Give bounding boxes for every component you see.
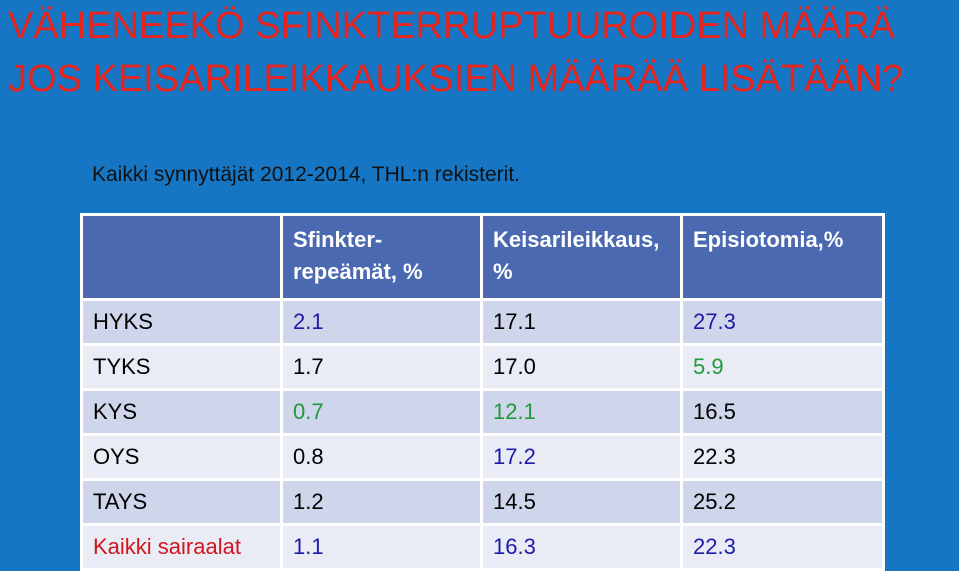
data-table: Sfinkter-repeämät, % Keisarileikkaus,% Epi…	[80, 213, 885, 571]
table-cell: 1.7	[280, 343, 483, 391]
table-cell: 16.3	[480, 523, 683, 571]
table-cell: 22.3	[680, 523, 885, 571]
table-cell: 14.5	[480, 478, 683, 526]
header-text: Keisarileikkaus,	[493, 227, 660, 252]
table-cell: 1.2	[280, 478, 483, 526]
table-cell: 17.1	[480, 298, 683, 346]
table-cell: 25.2	[680, 478, 885, 526]
table-cell: 27.3	[680, 298, 885, 346]
table-row: TYKS 1.7 17.0 5.9	[80, 343, 885, 391]
table-cell: 2.1	[280, 298, 483, 346]
table-cell: 17.0	[480, 343, 683, 391]
table-cell: OYS	[80, 433, 283, 481]
title-line: JOS KEISARILEIKKAUKSIEN MÄÄRÄÄ LISÄTÄÄN?	[8, 58, 904, 100]
subtitle: Kaikki synnyttäjät 2012-2014, THL:n reki…	[92, 163, 520, 186]
table-cell: TYKS	[80, 343, 283, 391]
title-line: VÄHENEEKÖ SFINKTERRUPTUUROIDEN MÄÄRÄ	[8, 5, 895, 47]
table-cell: 0.7	[280, 388, 483, 436]
table-cell: 17.2	[480, 433, 683, 481]
header-text: Episiotomia,%	[693, 227, 844, 252]
table-cell: 5.9	[680, 343, 885, 391]
header-cell	[80, 213, 283, 301]
header-cell: Keisarileikkaus,%	[480, 213, 683, 301]
table-row: KYS 0.7 12.1 16.5	[80, 388, 885, 436]
table-cell: 0.8	[280, 433, 483, 481]
title: VÄHENEEKÖ SFINKTERRUPTUUROIDEN MÄÄRÄ JOS …	[8, 0, 959, 106]
table-cell: 1.1	[280, 523, 483, 571]
table-cell: 12.1	[480, 388, 683, 436]
table-cell: 16.5	[680, 388, 885, 436]
header-row: Sfinkter-repeämät, % Keisarileikkaus,% Epi…	[80, 213, 885, 301]
table-cell: HYKS	[80, 298, 283, 346]
table-row: HYKS 2.1 17.1 27.3	[80, 298, 885, 346]
table-row: OYS 0.8 17.2 22.3	[80, 433, 885, 481]
table-cell: Kaikki sairaalat	[80, 523, 283, 571]
table-cell: KYS	[80, 388, 283, 436]
header-text: %	[493, 259, 513, 284]
header-cell: Sfinkter-repeämät, %	[280, 213, 483, 301]
header-text: repeämät, %	[293, 259, 423, 284]
table-row: TAYS 1.2 14.5 25.2	[80, 478, 885, 526]
table-cell: TAYS	[80, 478, 283, 526]
table-cell: 22.3	[680, 433, 885, 481]
table-row: Kaikki sairaalat 1.1 16.3 22.3	[80, 523, 885, 571]
header-text: Sfinkter-	[293, 227, 383, 252]
header-cell: Episiotomia,%	[680, 213, 885, 301]
